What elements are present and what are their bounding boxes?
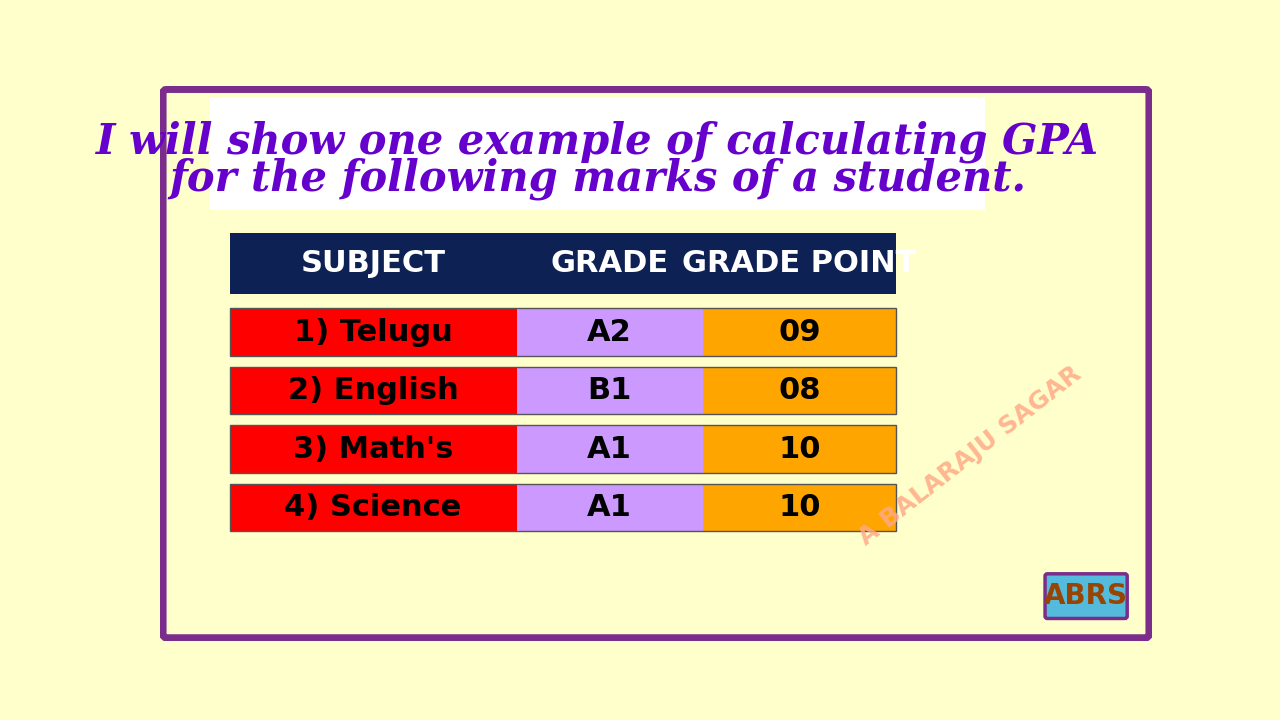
Text: A1: A1 bbox=[588, 435, 632, 464]
Text: SUBJECT: SUBJECT bbox=[301, 249, 445, 278]
FancyBboxPatch shape bbox=[1044, 574, 1128, 618]
FancyBboxPatch shape bbox=[163, 89, 1149, 638]
Bar bbox=[517, 484, 703, 531]
Bar bbox=[517, 308, 703, 356]
Text: 3) Math's: 3) Math's bbox=[293, 435, 453, 464]
Bar bbox=[229, 484, 517, 531]
Text: I will show one example of calculating GPA: I will show one example of calculating G… bbox=[96, 120, 1100, 163]
Text: A2: A2 bbox=[588, 318, 632, 346]
Text: A1: A1 bbox=[588, 493, 632, 522]
FancyBboxPatch shape bbox=[210, 98, 986, 210]
Bar bbox=[229, 484, 896, 531]
Bar bbox=[229, 426, 896, 473]
Text: GRADE POINT: GRADE POINT bbox=[682, 249, 916, 278]
Bar bbox=[703, 366, 896, 415]
Text: 09: 09 bbox=[778, 318, 820, 346]
Text: GRADE: GRADE bbox=[550, 249, 668, 278]
Bar bbox=[229, 366, 896, 415]
Text: B1: B1 bbox=[588, 376, 632, 405]
Bar bbox=[703, 308, 896, 356]
Text: ABRS: ABRS bbox=[1044, 582, 1128, 610]
Bar bbox=[229, 426, 517, 473]
Bar bbox=[229, 308, 517, 356]
Text: 4) Science: 4) Science bbox=[284, 493, 462, 522]
Bar bbox=[517, 426, 703, 473]
Text: 2) English: 2) English bbox=[288, 376, 458, 405]
Bar bbox=[229, 308, 896, 356]
Bar bbox=[703, 426, 896, 473]
Bar bbox=[703, 484, 896, 531]
Text: 10: 10 bbox=[778, 435, 820, 464]
Text: for the following marks of a student.: for the following marks of a student. bbox=[169, 158, 1027, 200]
Text: 08: 08 bbox=[778, 376, 820, 405]
Bar bbox=[229, 233, 896, 294]
Bar bbox=[517, 366, 703, 415]
Text: 10: 10 bbox=[778, 493, 820, 522]
Text: 1) Telugu: 1) Telugu bbox=[293, 318, 453, 346]
Bar bbox=[229, 366, 517, 415]
Text: A BALARAJU SAGAR: A BALARAJU SAGAR bbox=[854, 362, 1085, 550]
